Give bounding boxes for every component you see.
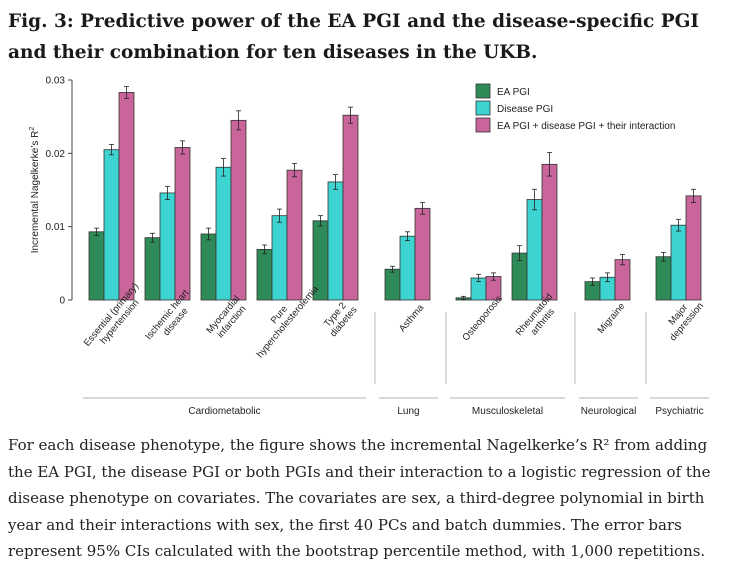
bar-ea-pgi-disease-pgi-their-interaction <box>685 195 702 301</box>
bar-ea-pgi <box>655 256 672 301</box>
figure-caption: For each disease phenotype, the figure s… <box>8 436 711 560</box>
bar-ea-pgi-disease-pgi-their-interaction <box>118 92 135 301</box>
legend-label: EA PGI <box>497 87 530 98</box>
x-tick-label: Migraine <box>596 301 628 336</box>
legend-label: EA PGI + disease PGI + their interaction <box>497 121 675 132</box>
figure-title: Fig. 3: Predictive power of the EA PGI a… <box>8 11 700 63</box>
bar-ea-pgi-disease-pgi-their-interaction <box>174 147 191 301</box>
bar-chart: 0 0.01 0.02 0.03 Incremental Nagelkerke’s R2… <box>29 76 709 417</box>
legend-label: Disease PGI <box>497 104 553 115</box>
x-tick-label: Type 2diabetes <box>320 297 360 339</box>
x-tick-label: Asthma <box>397 302 427 334</box>
bar-disease-pgi <box>526 199 543 301</box>
x-tick-label: Myocardialinfarction <box>204 294 250 343</box>
bar-ea-pgi <box>200 233 217 301</box>
y-axis-title: Incremental Nagelkerke’s R2 <box>29 127 41 254</box>
bar-ea-pgi-disease-pgi-their-interaction <box>541 163 558 301</box>
bar-ea-pgi <box>256 248 273 301</box>
bar-ea-pgi <box>144 237 161 301</box>
x-tick-label: Osteoporosis <box>460 293 505 343</box>
group-label-neurological: Neurological <box>581 406 637 417</box>
group-label-psychiatric: Psychiatric <box>655 406 703 417</box>
bar-disease-pgi <box>327 181 344 301</box>
y-tick-label: 0 <box>59 296 65 307</box>
legend-swatch <box>475 100 491 116</box>
bar-ea-pgi <box>384 268 401 301</box>
bar-disease-pgi <box>103 149 120 301</box>
bar-ea-pgi <box>88 231 105 301</box>
bar-ea-pgi-disease-pgi-their-interaction <box>230 119 247 301</box>
bar-ea-pgi-disease-pgi-their-interaction <box>614 259 631 301</box>
legend-swatch <box>475 83 491 99</box>
bar-disease-pgi <box>399 235 416 301</box>
group-label-cardiometabolic: Cardiometabolic <box>188 406 260 417</box>
group-label-lung: Lung <box>397 406 419 417</box>
y-tick-label: 0.01 <box>46 222 66 233</box>
legend-swatch <box>475 117 491 133</box>
bar-disease-pgi <box>215 166 232 301</box>
bar-ea-pgi-disease-pgi-their-interaction <box>286 169 303 301</box>
x-tick-label: Majordepression <box>659 294 706 344</box>
bar-ea-pgi-disease-pgi-their-interaction <box>414 207 431 301</box>
bar-disease-pgi <box>670 224 687 301</box>
y-tick-label: 0.02 <box>46 149 66 160</box>
bar-ea-pgi-disease-pgi-their-interaction <box>342 114 359 301</box>
bar-disease-pgi <box>271 215 288 301</box>
bar-disease-pgi <box>159 192 176 301</box>
y-tick-label: 0.03 <box>46 76 66 87</box>
group-label-musculoskeletal: Musculoskeletal <box>472 406 543 417</box>
